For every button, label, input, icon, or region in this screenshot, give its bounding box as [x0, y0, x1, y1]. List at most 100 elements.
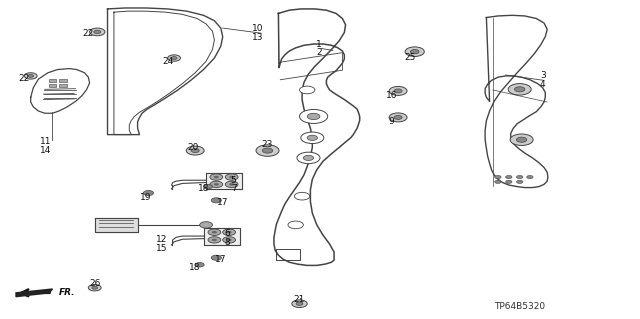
- Circle shape: [229, 176, 234, 178]
- Text: 11: 11: [40, 137, 52, 146]
- Circle shape: [225, 174, 238, 180]
- Circle shape: [229, 183, 234, 186]
- Circle shape: [211, 255, 221, 260]
- Text: 7: 7: [231, 184, 236, 193]
- Text: 19: 19: [140, 193, 152, 202]
- Text: 24: 24: [162, 57, 173, 66]
- Circle shape: [301, 132, 324, 144]
- Circle shape: [410, 49, 419, 54]
- Circle shape: [92, 286, 97, 289]
- Polygon shape: [16, 289, 52, 297]
- Circle shape: [94, 30, 100, 33]
- Circle shape: [210, 181, 223, 188]
- Text: 10: 10: [252, 24, 263, 33]
- Text: 18: 18: [189, 263, 201, 272]
- Circle shape: [204, 184, 212, 189]
- Circle shape: [389, 113, 407, 122]
- Circle shape: [292, 300, 307, 308]
- Circle shape: [208, 237, 221, 243]
- Bar: [49, 84, 56, 87]
- Circle shape: [294, 192, 310, 200]
- Bar: [59, 84, 67, 87]
- Circle shape: [223, 237, 236, 243]
- Bar: [49, 79, 56, 82]
- Text: 2: 2: [316, 48, 321, 57]
- Text: 14: 14: [40, 146, 52, 155]
- Circle shape: [262, 148, 273, 153]
- Circle shape: [191, 149, 199, 152]
- Circle shape: [495, 175, 501, 179]
- Circle shape: [200, 222, 212, 228]
- Text: 15: 15: [156, 244, 167, 253]
- Circle shape: [214, 176, 219, 178]
- Circle shape: [195, 263, 204, 267]
- Polygon shape: [204, 228, 240, 245]
- Text: 3: 3: [540, 71, 545, 80]
- Circle shape: [510, 134, 533, 145]
- Circle shape: [506, 175, 512, 179]
- Circle shape: [90, 28, 105, 36]
- Circle shape: [300, 109, 328, 123]
- Text: 23: 23: [262, 140, 273, 149]
- Text: 8: 8: [225, 238, 230, 247]
- Polygon shape: [206, 173, 242, 189]
- Text: FR.: FR.: [59, 288, 76, 297]
- Circle shape: [300, 86, 315, 94]
- Circle shape: [208, 229, 221, 235]
- Circle shape: [515, 87, 525, 92]
- Text: 17: 17: [215, 256, 227, 264]
- Bar: [59, 79, 67, 82]
- Text: 17: 17: [217, 198, 228, 207]
- Text: 16: 16: [386, 91, 397, 100]
- Circle shape: [227, 231, 232, 234]
- Text: 4: 4: [540, 80, 545, 89]
- Circle shape: [172, 57, 177, 59]
- Circle shape: [88, 285, 101, 291]
- Text: 20: 20: [188, 143, 199, 152]
- Text: 1: 1: [316, 40, 321, 48]
- Text: 22: 22: [18, 74, 29, 83]
- Circle shape: [527, 175, 533, 179]
- Circle shape: [297, 152, 320, 164]
- Text: 6: 6: [225, 229, 230, 238]
- Circle shape: [225, 181, 238, 188]
- Circle shape: [307, 113, 320, 120]
- Text: 18: 18: [198, 184, 209, 193]
- Circle shape: [389, 86, 407, 95]
- Circle shape: [394, 115, 402, 119]
- Text: 26: 26: [89, 279, 100, 288]
- Circle shape: [307, 135, 317, 140]
- Circle shape: [214, 183, 219, 186]
- Text: 25: 25: [404, 53, 415, 62]
- Circle shape: [212, 231, 217, 234]
- Circle shape: [212, 239, 217, 241]
- Text: 9: 9: [389, 117, 394, 126]
- Circle shape: [303, 155, 314, 160]
- Circle shape: [516, 137, 527, 142]
- Circle shape: [24, 73, 37, 79]
- Circle shape: [495, 180, 501, 183]
- Text: 12: 12: [156, 235, 167, 244]
- Text: 13: 13: [252, 33, 263, 42]
- Circle shape: [508, 84, 531, 95]
- Circle shape: [223, 229, 236, 235]
- Circle shape: [296, 302, 303, 305]
- Circle shape: [211, 198, 221, 203]
- Circle shape: [516, 175, 523, 179]
- Circle shape: [394, 89, 402, 93]
- Circle shape: [506, 180, 512, 183]
- Circle shape: [143, 190, 154, 196]
- Circle shape: [168, 55, 180, 61]
- Text: 5: 5: [231, 176, 236, 185]
- Circle shape: [186, 146, 204, 155]
- Circle shape: [516, 180, 523, 183]
- Text: 21: 21: [294, 295, 305, 304]
- Polygon shape: [95, 218, 138, 232]
- Text: TP64B5320: TP64B5320: [494, 302, 545, 311]
- Circle shape: [28, 75, 34, 77]
- Circle shape: [210, 174, 223, 180]
- Circle shape: [227, 239, 232, 241]
- Text: 22: 22: [83, 29, 94, 38]
- Circle shape: [256, 145, 279, 156]
- Circle shape: [405, 47, 424, 56]
